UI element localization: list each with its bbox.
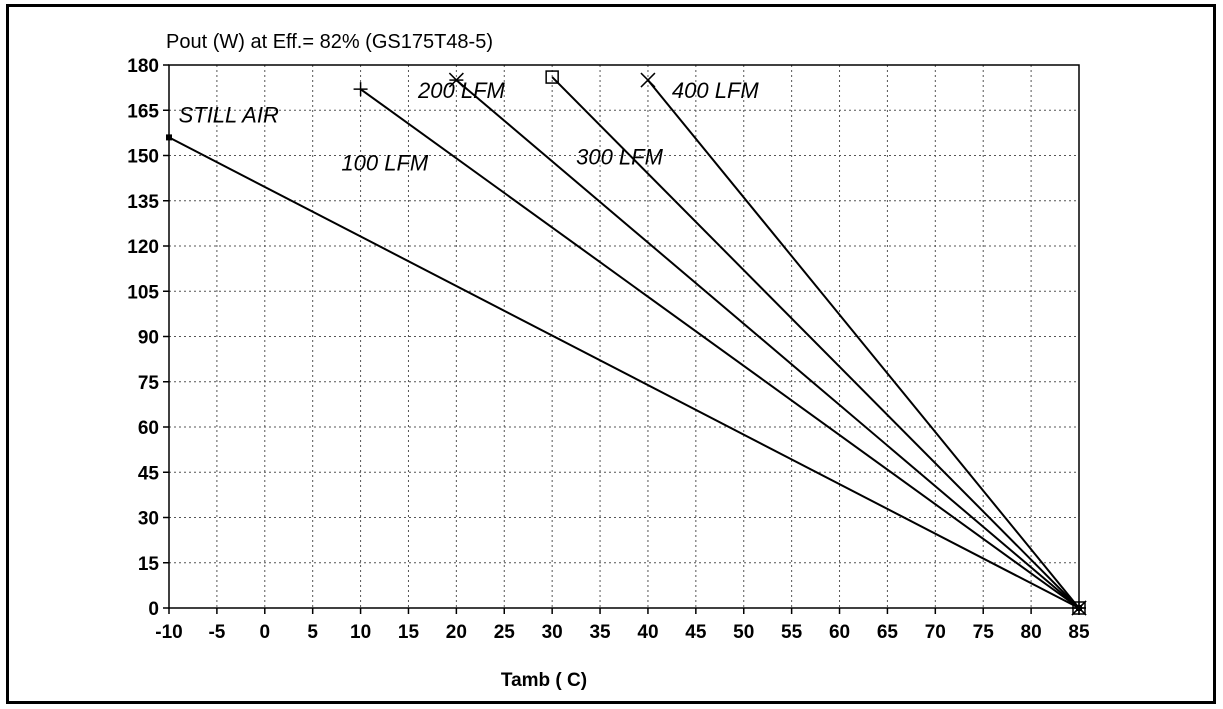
x-tick-label: -5 xyxy=(208,622,225,643)
x-axis-label: Tamb ( C) xyxy=(501,670,587,691)
y-tick-label: 15 xyxy=(138,554,160,575)
data-point xyxy=(1071,600,1087,616)
data-point xyxy=(448,72,464,88)
series-still-air: STILL AIR xyxy=(166,102,1082,611)
x-tick-label: 70 xyxy=(925,622,946,643)
series-group: STILL AIR 100 LFM 200 LFM 300 LFM 400 LFM xyxy=(166,70,1087,616)
series-line xyxy=(168,136,1080,609)
chart-title: Pout (W) at Eff.= 82% (GS175T48-5) xyxy=(166,31,493,53)
x-tick-label: 5 xyxy=(307,622,318,643)
marker-shape xyxy=(1071,600,1087,616)
y-tick-label: 45 xyxy=(138,463,160,484)
marker-shape xyxy=(640,72,656,88)
marker-shape xyxy=(166,134,172,141)
data-point xyxy=(640,72,656,88)
x-tick-label: 30 xyxy=(542,622,563,643)
x-tick-label: 35 xyxy=(589,622,611,643)
x-tick-label: 85 xyxy=(1068,622,1090,643)
y-tick-label: 165 xyxy=(127,101,159,122)
x-tick-label: 10 xyxy=(350,622,371,643)
series-label: STILL AIR xyxy=(179,102,279,127)
data-point xyxy=(1072,601,1086,615)
data-point xyxy=(545,70,559,84)
x-tick-label: 40 xyxy=(637,622,658,643)
series-label: 400 LFM xyxy=(672,78,759,103)
marker-shape xyxy=(545,70,559,84)
x-tick-label: 50 xyxy=(733,622,754,643)
y-tick-label: 90 xyxy=(138,328,159,349)
series-label: 100 LFM xyxy=(341,151,428,176)
series-label: 300 LFM xyxy=(576,145,663,170)
marker-shape xyxy=(1072,601,1086,615)
y-tick-label: 75 xyxy=(138,373,160,394)
y-tick-label: 135 xyxy=(127,192,159,213)
chart-figure: -10 -5 0 5 10 15 20 25 30 35 40 45 50 55 60 65 70 75 80 85 0… xyxy=(6,4,1216,704)
chart-svg: -10 -5 0 5 10 15 20 25 30 35 40 45 50 55 60 65 70 75 80 85 0… xyxy=(127,31,1090,691)
x-tick-label: 65 xyxy=(877,622,899,643)
marker-shape xyxy=(448,72,464,88)
series-line xyxy=(551,76,1080,609)
y-tick-label: 60 xyxy=(138,418,159,439)
series-line xyxy=(455,79,1080,609)
x-tick-label: 25 xyxy=(494,622,516,643)
x-tick-label: 20 xyxy=(446,622,467,643)
series-300-lfm: 300 LFM xyxy=(545,70,1086,615)
y-tick-label: 180 xyxy=(127,56,159,77)
y-tick-label: 0 xyxy=(148,599,159,620)
x-tick-label: 80 xyxy=(1021,622,1042,643)
series-200-lfm: 200 LFM xyxy=(417,72,1087,616)
data-point xyxy=(166,134,172,141)
x-tick-label: 75 xyxy=(973,622,995,643)
series-label: 200 LFM xyxy=(417,78,505,103)
axes: -10 -5 0 5 10 15 20 25 30 35 40 45 50 55 60 65 70 75 80 85 0… xyxy=(127,56,1090,643)
series-line xyxy=(647,79,1080,609)
x-tick-label: 15 xyxy=(398,622,420,643)
x-tick-label: 60 xyxy=(829,622,850,643)
data-point xyxy=(353,82,368,97)
series-100-lfm: 100 LFM xyxy=(341,82,1086,615)
x-tick-label: 55 xyxy=(781,622,803,643)
x-tick-label: 45 xyxy=(685,622,707,643)
y-tick-label: 30 xyxy=(138,509,159,530)
series-400-lfm: 400 LFM xyxy=(640,72,1087,616)
y-tick-label: 120 xyxy=(127,237,159,258)
series-line xyxy=(359,88,1080,609)
x-tick-label: 0 xyxy=(260,622,271,643)
y-tick-label: 150 xyxy=(127,147,159,168)
y-tick-label: 105 xyxy=(127,282,159,303)
x-tick-label: -10 xyxy=(155,622,182,643)
